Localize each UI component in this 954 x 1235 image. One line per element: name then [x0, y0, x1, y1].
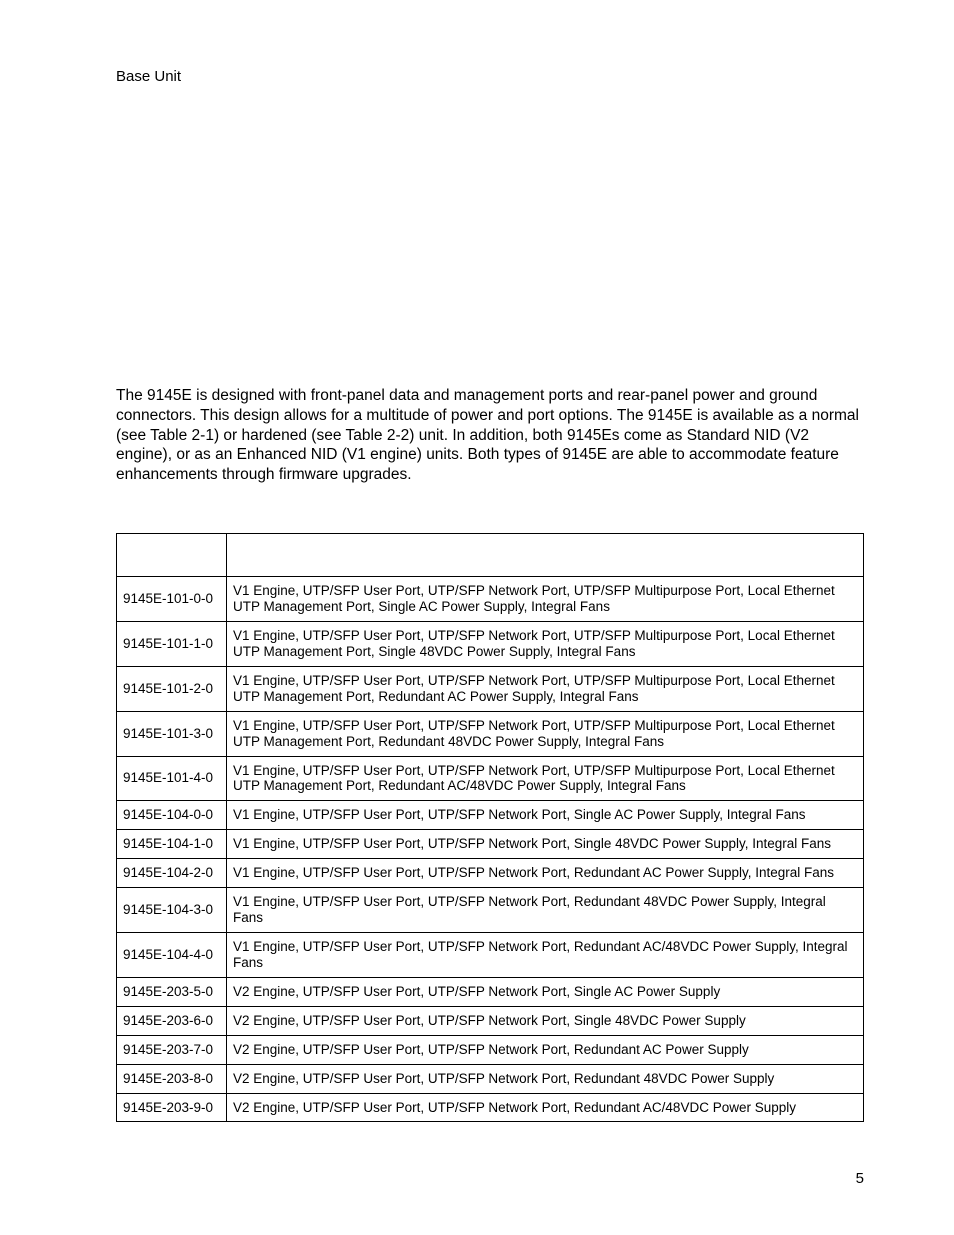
part-number-cell: 9145E-104-4-0	[117, 932, 227, 977]
part-number-cell: 9145E-203-8-0	[117, 1064, 227, 1093]
intro-paragraph: The 9145E is designed with front-panel d…	[116, 386, 864, 485]
page-number: 5	[856, 1170, 864, 1187]
table-row: 9145E-101-1-0V1 Engine, UTP/SFP User Por…	[117, 621, 864, 666]
description-cell: V2 Engine, UTP/SFP User Port, UTP/SFP Ne…	[227, 1006, 864, 1035]
description-cell: V1 Engine, UTP/SFP User Port, UTP/SFP Ne…	[227, 888, 864, 933]
description-cell: V2 Engine, UTP/SFP User Port, UTP/SFP Ne…	[227, 1035, 864, 1064]
parts-table-body: 9145E-101-0-0V1 Engine, UTP/SFP User Por…	[117, 577, 864, 1122]
description-cell: V2 Engine, UTP/SFP User Port, UTP/SFP Ne…	[227, 1093, 864, 1122]
table-header-cell	[227, 534, 864, 577]
table-row: 9145E-104-0-0V1 Engine, UTP/SFP User Por…	[117, 801, 864, 830]
table-header-row	[117, 534, 864, 577]
part-number-cell: 9145E-104-0-0	[117, 801, 227, 830]
table-row: 9145E-104-1-0V1 Engine, UTP/SFP User Por…	[117, 830, 864, 859]
parts-table: 9145E-101-0-0V1 Engine, UTP/SFP User Por…	[116, 533, 864, 1122]
part-number-cell: 9145E-101-0-0	[117, 577, 227, 622]
table-row: 9145E-101-0-0V1 Engine, UTP/SFP User Por…	[117, 577, 864, 622]
description-cell: V1 Engine, UTP/SFP User Port, UTP/SFP Ne…	[227, 756, 864, 801]
table-row: 9145E-203-6-0V2 Engine, UTP/SFP User Por…	[117, 1006, 864, 1035]
part-number-cell: 9145E-104-1-0	[117, 830, 227, 859]
table-header-cell	[117, 534, 227, 577]
part-number-cell: 9145E-203-6-0	[117, 1006, 227, 1035]
table-row: 9145E-101-3-0V1 Engine, UTP/SFP User Por…	[117, 711, 864, 756]
table-row: 9145E-203-7-0V2 Engine, UTP/SFP User Por…	[117, 1035, 864, 1064]
table-row: 9145E-104-4-0V1 Engine, UTP/SFP User Por…	[117, 932, 864, 977]
description-cell: V1 Engine, UTP/SFP User Port, UTP/SFP Ne…	[227, 711, 864, 756]
table-row: 9145E-104-3-0V1 Engine, UTP/SFP User Por…	[117, 888, 864, 933]
part-number-cell: 9145E-203-9-0	[117, 1093, 227, 1122]
table-row: 9145E-203-9-0V2 Engine, UTP/SFP User Por…	[117, 1093, 864, 1122]
description-cell: V1 Engine, UTP/SFP User Port, UTP/SFP Ne…	[227, 621, 864, 666]
part-number-cell: 9145E-104-3-0	[117, 888, 227, 933]
table-row: 9145E-104-2-0V1 Engine, UTP/SFP User Por…	[117, 859, 864, 888]
description-cell: V1 Engine, UTP/SFP User Port, UTP/SFP Ne…	[227, 859, 864, 888]
part-number-cell: 9145E-203-5-0	[117, 977, 227, 1006]
description-cell: V2 Engine, UTP/SFP User Port, UTP/SFP Ne…	[227, 1064, 864, 1093]
description-cell: V1 Engine, UTP/SFP User Port, UTP/SFP Ne…	[227, 830, 864, 859]
description-cell: V2 Engine, UTP/SFP User Port, UTP/SFP Ne…	[227, 977, 864, 1006]
part-number-cell: 9145E-101-3-0	[117, 711, 227, 756]
description-cell: V1 Engine, UTP/SFP User Port, UTP/SFP Ne…	[227, 932, 864, 977]
description-cell: V1 Engine, UTP/SFP User Port, UTP/SFP Ne…	[227, 666, 864, 711]
description-cell: V1 Engine, UTP/SFP User Port, UTP/SFP Ne…	[227, 577, 864, 622]
section-header: Base Unit	[116, 68, 864, 86]
part-number-cell: 9145E-104-2-0	[117, 859, 227, 888]
page: Base Unit The 9145E is designed with fro…	[0, 0, 954, 1235]
table-row: 9145E-101-2-0V1 Engine, UTP/SFP User Por…	[117, 666, 864, 711]
part-number-cell: 9145E-203-7-0	[117, 1035, 227, 1064]
part-number-cell: 9145E-101-2-0	[117, 666, 227, 711]
table-row: 9145E-101-4-0V1 Engine, UTP/SFP User Por…	[117, 756, 864, 801]
part-number-cell: 9145E-101-1-0	[117, 621, 227, 666]
table-row: 9145E-203-5-0V2 Engine, UTP/SFP User Por…	[117, 977, 864, 1006]
table-row: 9145E-203-8-0V2 Engine, UTP/SFP User Por…	[117, 1064, 864, 1093]
description-cell: V1 Engine, UTP/SFP User Port, UTP/SFP Ne…	[227, 801, 864, 830]
part-number-cell: 9145E-101-4-0	[117, 756, 227, 801]
